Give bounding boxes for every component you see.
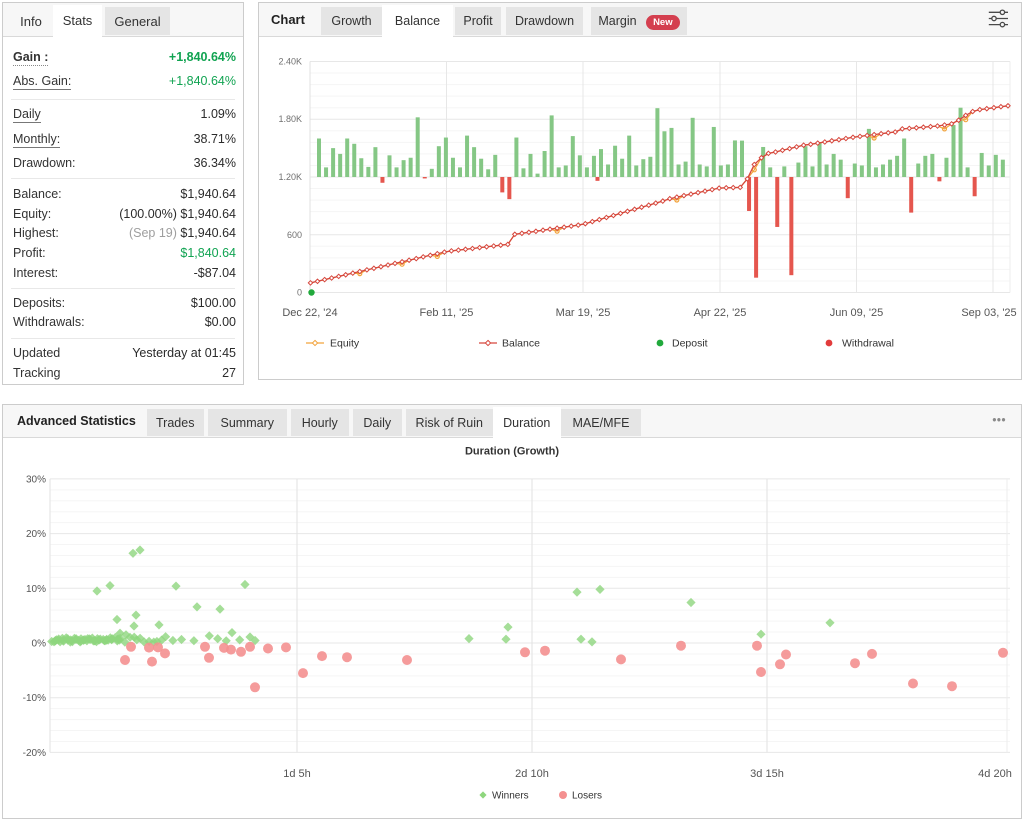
svg-text:-10%: -10%: [23, 693, 46, 704]
svg-text:0%: 0%: [32, 639, 47, 650]
svg-text:1.80K: 1.80K: [278, 114, 302, 124]
svg-text:Duration (Growth): Duration (Growth): [465, 445, 559, 457]
svg-text:2d 10h: 2d 10h: [515, 768, 549, 780]
svg-text:Equity: Equity: [330, 338, 360, 350]
svg-text:Feb 11, '25: Feb 11, '25: [420, 307, 474, 319]
svg-text:Jun 09, '25: Jun 09, '25: [830, 307, 883, 319]
svg-text:Mar 19, '25: Mar 19, '25: [556, 307, 611, 319]
svg-text:-20%: -20%: [23, 748, 46, 759]
svg-text:Balance: Balance: [502, 338, 540, 350]
svg-text:Winners: Winners: [492, 791, 529, 802]
svg-text:Sep 03, '25: Sep 03, '25: [961, 307, 1016, 319]
svg-text:3d 15h: 3d 15h: [750, 768, 784, 780]
svg-text:30%: 30%: [26, 474, 46, 485]
svg-text:20%: 20%: [26, 529, 46, 540]
svg-text:Dec 22, '24: Dec 22, '24: [282, 307, 337, 319]
svg-text:1d 5h: 1d 5h: [283, 768, 311, 780]
svg-text:600: 600: [287, 230, 302, 240]
svg-text:Deposit: Deposit: [672, 338, 708, 350]
svg-text:Losers: Losers: [572, 791, 602, 802]
svg-text:Withdrawal: Withdrawal: [842, 338, 894, 350]
svg-text:1.20K: 1.20K: [278, 172, 302, 182]
svg-text:10%: 10%: [26, 584, 46, 595]
svg-text:2.40K: 2.40K: [278, 57, 302, 67]
svg-text:4d 20h: 4d 20h: [978, 768, 1012, 780]
svg-text:Apr 22, '25: Apr 22, '25: [694, 307, 747, 319]
svg-text:0: 0: [297, 288, 302, 298]
